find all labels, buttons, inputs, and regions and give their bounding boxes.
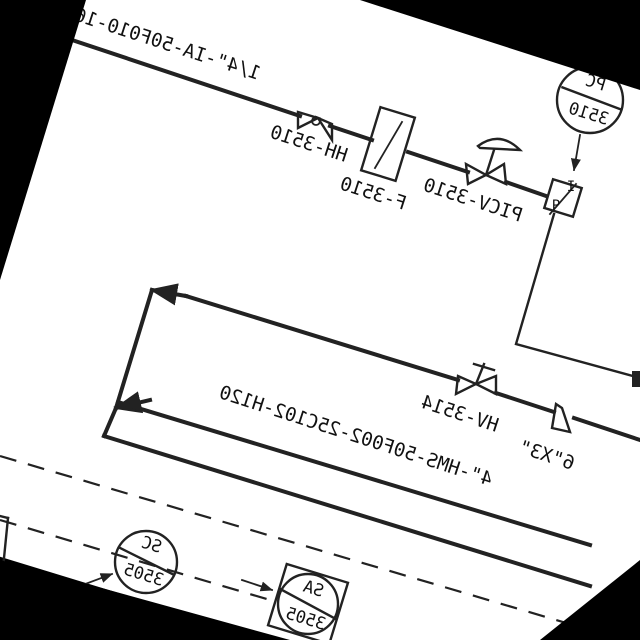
filter-box-icon bbox=[359, 105, 417, 183]
actuator-icon bbox=[476, 137, 524, 152]
signal-line bbox=[514, 212, 640, 380]
corner-bottom-left bbox=[0, 560, 290, 640]
transducer-ip: I P bbox=[542, 177, 584, 219]
valve-ball-icon bbox=[311, 116, 321, 126]
sa-3505-box bbox=[266, 562, 350, 640]
svg-text:P: P bbox=[552, 198, 560, 214]
svg-text:I: I bbox=[567, 179, 575, 195]
corner-top-left bbox=[0, 0, 86, 280]
corner-top-right bbox=[360, 0, 640, 90]
transducer-box-icon bbox=[542, 177, 584, 219]
corner-bottom-right bbox=[540, 560, 640, 640]
reducer-icon bbox=[550, 401, 572, 434]
sc-3505-bubble bbox=[113, 529, 179, 595]
